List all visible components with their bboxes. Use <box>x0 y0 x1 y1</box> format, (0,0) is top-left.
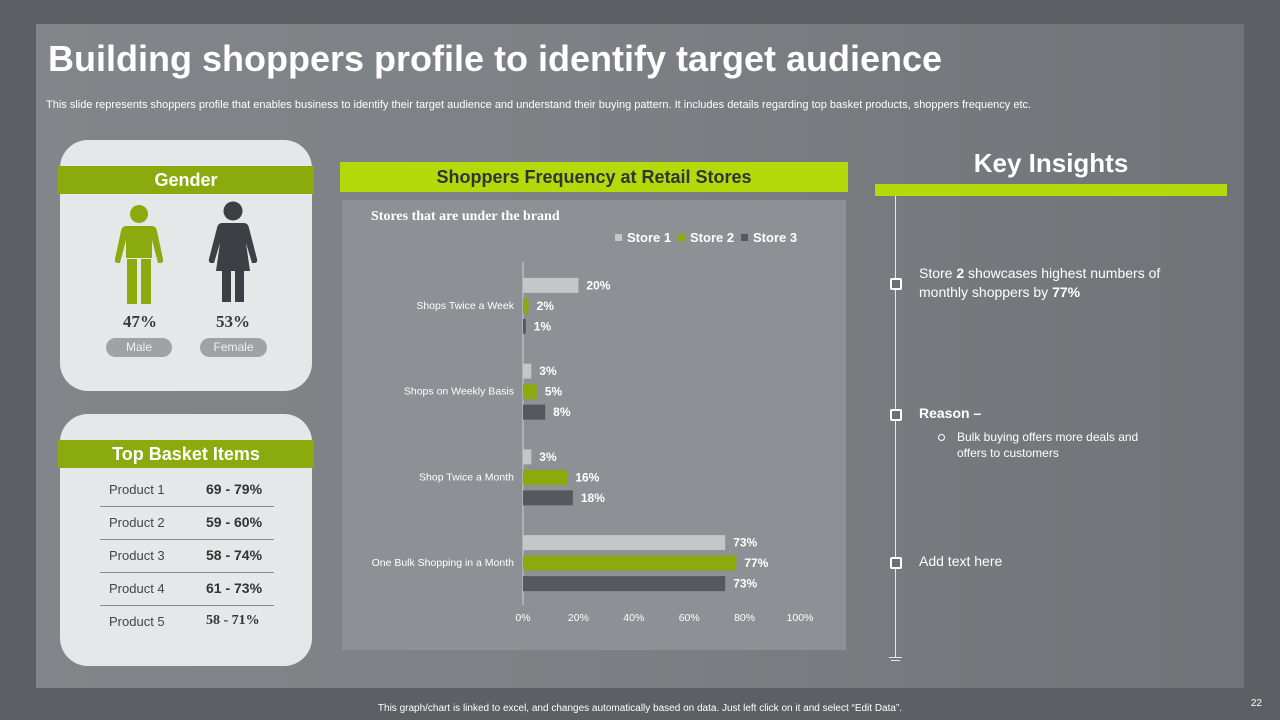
bar <box>523 469 568 485</box>
data-label: 77% <box>744 556 768 570</box>
male-person-icon <box>114 205 164 304</box>
insight-store-number: 2 <box>956 265 965 281</box>
x-tick-label: 0% <box>515 612 530 624</box>
basket-row: Product 5 58 - 71% <box>100 605 274 638</box>
basket-product: Product 3 <box>109 548 165 563</box>
basket-row: Product 4 61 - 73% <box>100 572 274 606</box>
data-label: 16% <box>575 470 599 484</box>
reason-bullet: Bulk buying offers more deals and offers… <box>957 429 1142 461</box>
basket-row: Product 3 58 - 74% <box>100 539 274 573</box>
bar-chart: Stores that are under the brand Store 1 St… <box>371 209 814 624</box>
legend-label: Store 2 <box>690 230 734 245</box>
bar <box>523 318 526 334</box>
male-label: Male <box>106 338 172 357</box>
basket-product: Product 1 <box>109 482 165 497</box>
insight-text-pre: Store <box>919 265 957 281</box>
x-tick-label: 100% <box>787 612 814 624</box>
female-label: Female <box>200 338 267 357</box>
basket-product: Product 2 <box>109 515 165 530</box>
bar <box>523 404 546 420</box>
data-label: 20% <box>586 278 610 292</box>
category-label: Shops Twice a Week <box>416 300 514 312</box>
gender-header: Gender <box>58 166 314 194</box>
basket-range: 58 - 74% <box>206 547 263 563</box>
data-label: 2% <box>537 299 555 313</box>
bar <box>523 555 737 571</box>
page-number: 22 <box>1250 698 1262 709</box>
basket-range: 58 - 71% <box>206 613 260 628</box>
basket-product: Product 4 <box>109 581 165 596</box>
legend-label: Store 3 <box>753 230 797 245</box>
key-insights-title: Key Insights <box>973 148 1129 178</box>
insight-text-mid: showcases highest numbers of monthly sho… <box>919 265 1161 300</box>
timeline-end <box>889 657 902 658</box>
legend-label: Store 1 <box>627 230 671 245</box>
basket-row: Product 2 59 - 60% <box>100 506 274 540</box>
bar <box>523 298 529 314</box>
key-insights-bar <box>875 184 1227 196</box>
female-percent: 53% <box>216 312 250 331</box>
bar <box>523 490 573 506</box>
data-label: 8% <box>553 405 571 419</box>
chart-header: Shoppers Frequency at Retail Stores <box>340 162 848 192</box>
legend-swatch <box>615 234 622 241</box>
category-label: Shop Twice a Month <box>419 471 514 483</box>
bullet-icon <box>938 434 945 441</box>
chart-title: Stores that are under the brand <box>371 209 560 224</box>
insight-percent: 77% <box>1052 284 1081 300</box>
bar <box>523 535 726 551</box>
basket-product: Product 5 <box>109 614 165 629</box>
x-tick-label: 60% <box>679 612 700 624</box>
category-label: One Bulk Shopping in a Month <box>372 557 515 569</box>
insight-store-2: Store 2 showcases highest numbers of mon… <box>919 264 1189 302</box>
data-label: 3% <box>539 450 557 464</box>
data-label: 73% <box>733 577 757 591</box>
legend-swatch <box>678 234 685 241</box>
timeline-node <box>890 278 902 290</box>
basket-range: 69 - 79% <box>206 481 263 497</box>
category-label: Shops on Weekly Basis <box>404 386 514 398</box>
bar <box>523 449 532 465</box>
reason-title: Reason – <box>919 405 982 421</box>
data-label: 73% <box>733 536 757 550</box>
reason-bullet-text: Bulk buying offers more deals and offers… <box>957 430 1139 460</box>
male-percent: 47% <box>123 312 157 331</box>
data-label: 18% <box>581 491 605 505</box>
basket-header: Top Basket Items <box>58 440 314 468</box>
insight-placeholder[interactable]: Add text here <box>919 553 1003 569</box>
page-title: Building shoppers profile to identify ta… <box>48 38 943 79</box>
timeline-node <box>890 409 902 421</box>
x-tick-label: 20% <box>568 612 589 624</box>
x-tick-label: 40% <box>623 612 644 624</box>
timeline-node <box>890 557 902 569</box>
x-tick-label: 80% <box>734 612 755 624</box>
female-person-icon <box>208 201 258 302</box>
basket-row: Product 1 69 - 79% <box>100 473 274 507</box>
basket-range: 61 - 73% <box>206 580 263 596</box>
chart-panel[interactable]: Stores that are under the brand Store 1 St… <box>342 200 846 650</box>
bar <box>523 277 579 293</box>
legend-swatch <box>741 234 748 241</box>
timeline-end <box>891 660 900 661</box>
bar <box>523 384 537 400</box>
data-label: 5% <box>545 385 563 399</box>
footer-note: This graph/chart is linked to excel, and… <box>377 703 903 714</box>
basket-range: 59 - 60% <box>206 514 263 530</box>
bar <box>523 576 726 592</box>
timeline-line <box>895 196 896 658</box>
bar <box>523 363 532 379</box>
page-subtitle: This slide represents shoppers profile t… <box>46 99 1032 111</box>
data-label: 1% <box>534 319 552 333</box>
data-label: 3% <box>539 364 557 378</box>
